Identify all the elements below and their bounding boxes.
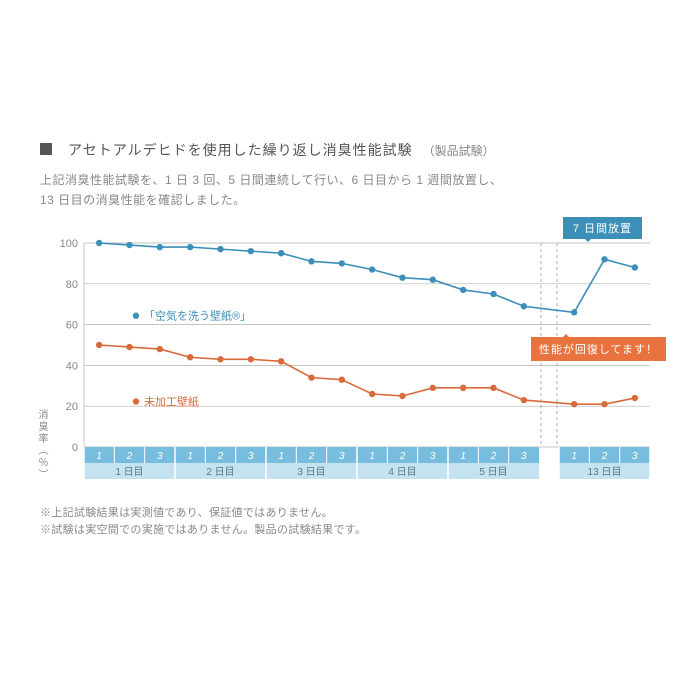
chart-header: アセトアルデヒドを使用した繰り返し消臭性能試験 （製品試験） — [40, 140, 660, 160]
svg-text:3: 3 — [430, 451, 436, 462]
svg-text:2: 2 — [399, 451, 406, 462]
svg-text:4 日目: 4 日目 — [388, 467, 416, 478]
callout-top: 7 日間放置 — [563, 217, 642, 239]
title-marker — [40, 143, 52, 155]
svg-text:2: 2 — [308, 451, 315, 462]
chart-subtitle: （製品試験） — [423, 142, 495, 159]
note-line: ※試験は実空間での実施ではありません。製品の試験結果です。 — [40, 522, 660, 540]
y-axis-label: 消臭率（％） — [34, 409, 49, 481]
svg-text:40: 40 — [66, 360, 78, 372]
svg-text:1: 1 — [460, 451, 466, 462]
svg-text:3: 3 — [339, 451, 345, 462]
svg-text:「空気を洗う壁紙®」: 「空気を洗う壁紙®」 — [144, 309, 251, 323]
svg-text:2 日目: 2 日目 — [206, 467, 234, 478]
svg-text:3: 3 — [157, 451, 163, 462]
svg-text:2: 2 — [217, 451, 224, 462]
svg-text:5 日目: 5 日目 — [479, 467, 507, 478]
svg-text:2: 2 — [490, 451, 497, 462]
svg-text:100: 100 — [60, 238, 78, 250]
description-line: 上記消臭性能試験を、1 日 3 回、5 日間連続して行い、6 日目から 1 週間… — [40, 173, 502, 187]
svg-text:3 日目: 3 日目 — [297, 467, 325, 478]
svg-text:13 日目: 13 日目 — [588, 467, 622, 478]
chart-container: 消臭率（％） 7 日間放置 性能が回復してます！ 020406080100123… — [40, 225, 660, 495]
svg-text:2: 2 — [601, 451, 608, 462]
svg-text:未加工壁紙: 未加工壁紙 — [144, 394, 199, 408]
svg-text:3: 3 — [248, 451, 254, 462]
chart-title: アセトアルデヒドを使用した繰り返し消臭性能試験 — [68, 140, 413, 160]
svg-text:1: 1 — [278, 451, 284, 462]
callout-side: 性能が回復してます！ — [531, 337, 666, 361]
svg-text:20: 20 — [66, 401, 78, 413]
svg-text:1: 1 — [96, 451, 102, 462]
chart-description: 上記消臭性能試験を、1 日 3 回、5 日間連続して行い、6 日目から 1 週間… — [40, 170, 660, 211]
svg-text:1: 1 — [187, 451, 193, 462]
note-line: ※上記試験結果は実測値であり、保証値ではありません。 — [40, 505, 660, 523]
chart-notes: ※上記試験結果は実測値であり、保証値ではありません。 ※試験は実空間での実施では… — [40, 505, 660, 540]
svg-text:1: 1 — [369, 451, 375, 462]
svg-text:1 日目: 1 日目 — [115, 467, 143, 478]
svg-text:3: 3 — [632, 451, 638, 462]
svg-text:2: 2 — [126, 451, 133, 462]
svg-text:3: 3 — [521, 451, 527, 462]
svg-text:60: 60 — [66, 319, 78, 331]
svg-text:1: 1 — [571, 451, 577, 462]
svg-text:80: 80 — [66, 279, 78, 291]
svg-text:0: 0 — [72, 442, 78, 454]
description-line: 13 日目の消臭性能を確認しました。 — [40, 193, 246, 207]
